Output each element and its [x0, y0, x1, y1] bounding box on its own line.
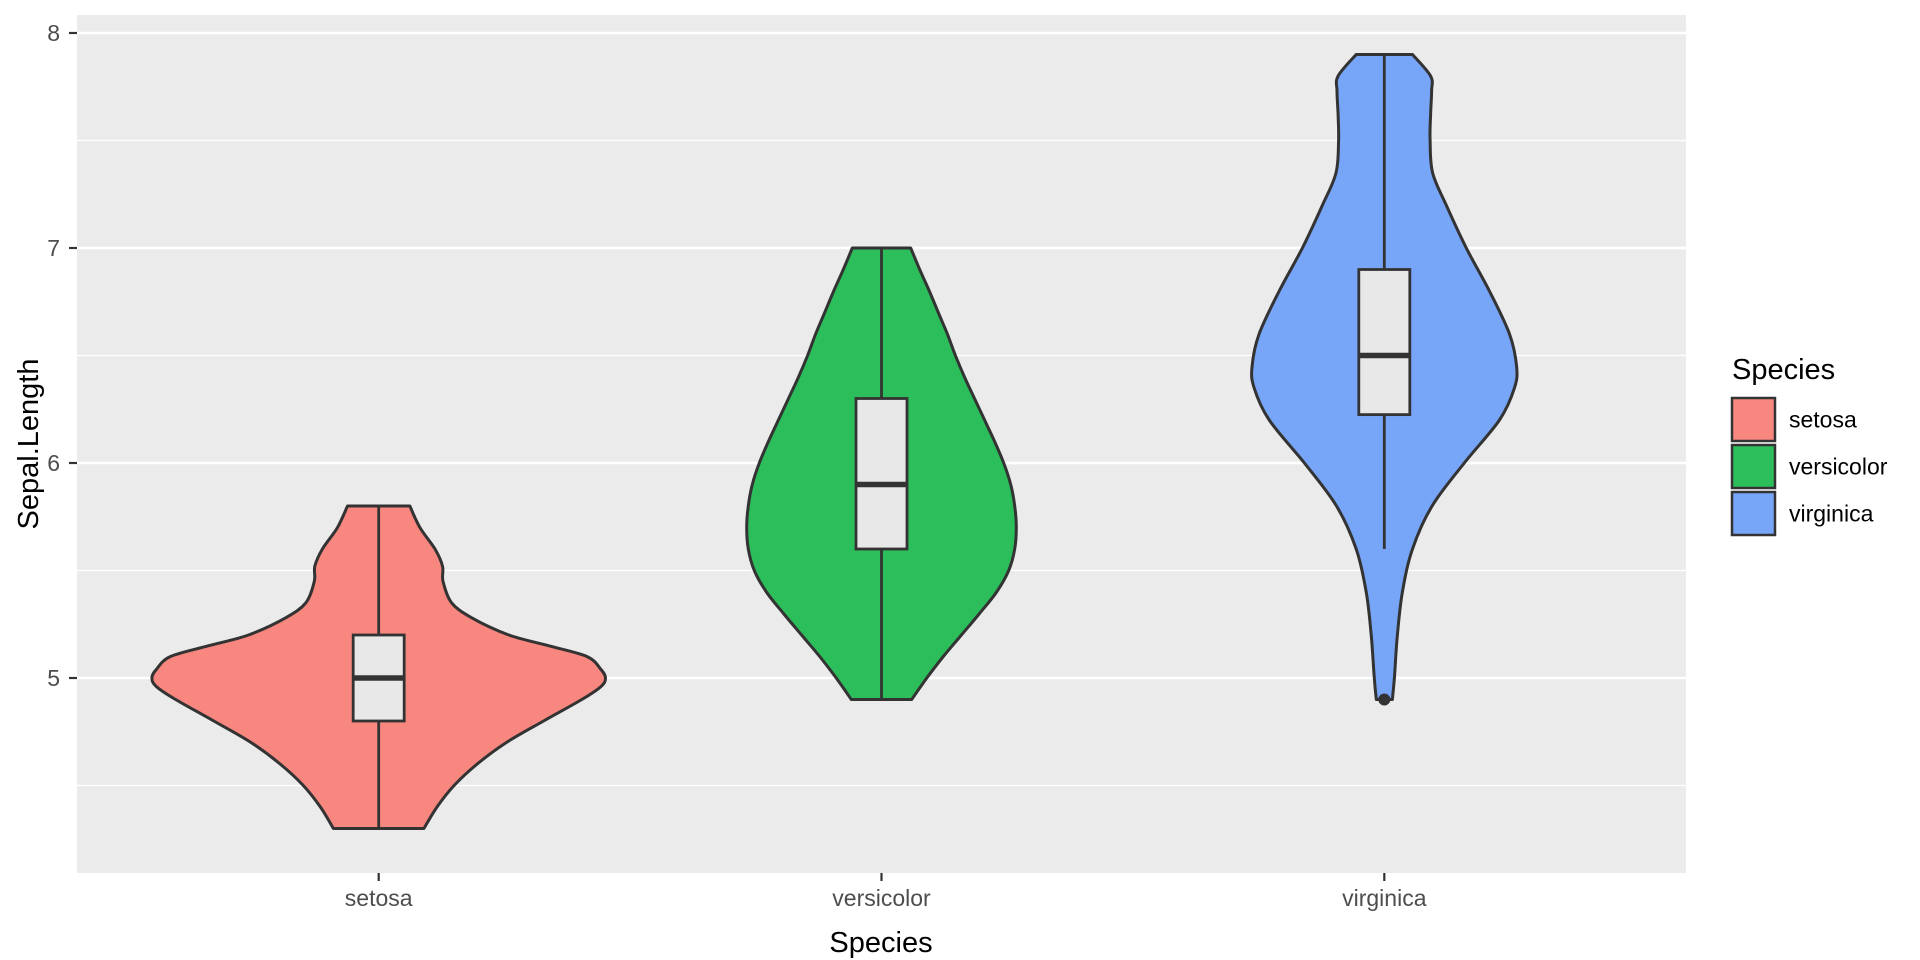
violin-geoms — [150, 53, 1519, 830]
y-tick-label-8: 8 — [47, 20, 60, 46]
axis-ticks — [69, 31, 1386, 881]
x-tick-label-versicolor: versicolor — [832, 885, 931, 911]
y-tick-label-5: 5 — [47, 665, 60, 691]
legend-key-virginica — [1730, 490, 1777, 537]
y-axis-title: Sepal.Length — [13, 359, 45, 530]
x-tick-label-setosa: setosa — [345, 885, 413, 911]
legend-label-setosa: setosa — [1789, 407, 1857, 433]
y-tick-label-6: 6 — [47, 450, 60, 476]
legend-key-versicolor — [1730, 443, 1777, 490]
x-tick-label-virginica: virginica — [1342, 885, 1427, 911]
y-tick-label-7: 7 — [47, 235, 60, 261]
outlier-point-virginica — [1378, 693, 1391, 706]
boxplot-box-virginica — [1357, 268, 1412, 417]
legend-label-virginica: virginica — [1789, 501, 1874, 527]
legend-items: setosa versicolor virginica — [1730, 396, 1888, 537]
legend: Species setosa versicolor virginica — [1730, 354, 1888, 537]
legend-title: Species — [1732, 354, 1835, 386]
axis-tick-labels: 5 6 7 8 setosa versicolor virginica — [47, 20, 1426, 911]
legend-label-versicolor: versicolor — [1789, 454, 1888, 480]
boxplot-box-versicolor — [854, 397, 909, 551]
legend-key-setosa — [1730, 396, 1777, 443]
x-axis-title: Species — [829, 927, 932, 959]
